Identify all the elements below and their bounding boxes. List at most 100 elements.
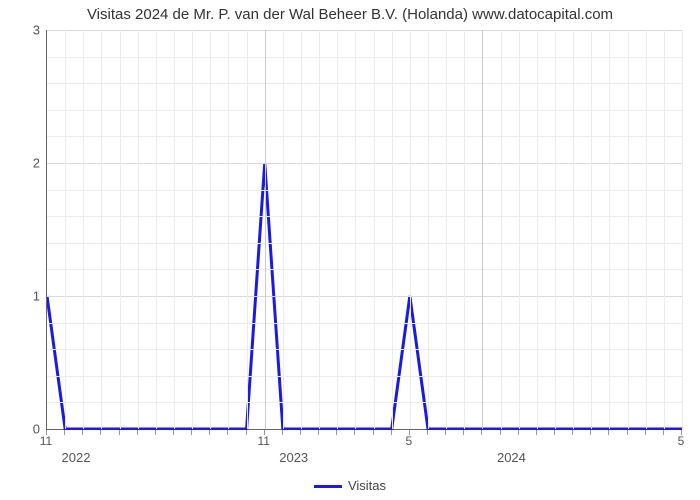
x-value-label: 5 <box>678 434 685 448</box>
x-minor-gridline <box>555 30 556 429</box>
x-tick <box>608 430 609 435</box>
x-tick <box>64 430 65 435</box>
y-gridline <box>47 163 682 164</box>
x-minor-gridline <box>120 30 121 429</box>
x-tick <box>500 430 501 435</box>
x-tick <box>82 430 83 435</box>
x-minor-gridline <box>392 30 393 429</box>
x-tick <box>173 430 174 435</box>
legend-swatch <box>314 485 342 488</box>
x-tick <box>445 430 446 435</box>
y-tick-label: 3 <box>10 23 40 38</box>
x-tick <box>663 430 664 435</box>
x-value-label: 11 <box>257 434 269 448</box>
x-minor-gridline <box>101 30 102 429</box>
y-minor-gridline <box>47 376 682 377</box>
y-minor-gridline <box>47 110 682 111</box>
x-minor-gridline <box>228 30 229 429</box>
x-minor-gridline <box>446 30 447 429</box>
x-year-label: 2024 <box>497 450 526 465</box>
x-minor-gridline <box>192 30 193 429</box>
y-minor-gridline <box>47 243 682 244</box>
y-minor-gridline <box>47 349 682 350</box>
chart-title: Visitas 2024 de Mr. P. van der Wal Behee… <box>0 6 700 23</box>
x-minor-gridline <box>138 30 139 429</box>
y-minor-gridline <box>47 216 682 217</box>
x-tick <box>246 430 247 435</box>
y-minor-gridline <box>47 136 682 137</box>
y-gridline <box>47 30 682 31</box>
x-minor-gridline <box>646 30 647 429</box>
x-tick <box>282 430 283 435</box>
x-tick <box>318 430 319 435</box>
x-minor-gridline <box>337 30 338 429</box>
series-svg <box>47 30 683 430</box>
y-tick-label: 0 <box>10 422 40 437</box>
x-tick <box>518 430 519 435</box>
x-minor-gridline <box>174 30 175 429</box>
y-minor-gridline <box>47 83 682 84</box>
x-value-label: 11 <box>40 434 52 448</box>
x-tick <box>336 430 337 435</box>
y-tick-label: 1 <box>10 289 40 304</box>
x-minor-gridline <box>301 30 302 429</box>
x-minor-gridline <box>609 30 610 429</box>
x-tick <box>373 430 374 435</box>
x-tick <box>100 430 101 435</box>
x-minor-gridline <box>355 30 356 429</box>
x-minor-gridline <box>319 30 320 429</box>
x-minor-gridline <box>464 30 465 429</box>
x-tick <box>463 430 464 435</box>
x-major-gridline <box>482 30 483 429</box>
x-minor-gridline <box>501 30 502 429</box>
x-minor-gridline <box>210 30 211 429</box>
x-minor-gridline <box>156 30 157 429</box>
x-tick <box>300 430 301 435</box>
x-tick <box>536 430 537 435</box>
x-tick <box>627 430 628 435</box>
x-tick <box>391 430 392 435</box>
x-tick <box>155 430 156 435</box>
y-tick-label: 2 <box>10 156 40 171</box>
y-minor-gridline <box>47 269 682 270</box>
x-major-gridline <box>265 30 266 429</box>
x-tick <box>209 430 210 435</box>
x-tick <box>572 430 573 435</box>
x-minor-ticks <box>46 430 682 436</box>
x-minor-gridline <box>591 30 592 429</box>
x-tick <box>191 430 192 435</box>
x-minor-gridline <box>65 30 66 429</box>
x-minor-gridline <box>374 30 375 429</box>
legend-label: Visitas <box>348 478 386 493</box>
x-minor-gridline <box>628 30 629 429</box>
x-minor-gridline <box>519 30 520 429</box>
x-minor-gridline <box>664 30 665 429</box>
x-minor-gridline <box>428 30 429 429</box>
x-tick <box>354 430 355 435</box>
legend: Visitas <box>0 478 700 493</box>
y-minor-gridline <box>47 190 682 191</box>
x-year-label: 2022 <box>62 450 91 465</box>
x-minor-gridline <box>83 30 84 429</box>
x-minor-gridline <box>537 30 538 429</box>
x-tick <box>427 430 428 435</box>
x-tick <box>119 430 120 435</box>
x-tick <box>227 430 228 435</box>
chart-container: Visitas 2024 de Mr. P. van der Wal Behee… <box>0 0 700 500</box>
x-tick <box>645 430 646 435</box>
x-tick <box>481 430 482 435</box>
x-tick <box>590 430 591 435</box>
x-minor-gridline <box>283 30 284 429</box>
x-minor-gridline <box>573 30 574 429</box>
x-tick <box>137 430 138 435</box>
x-value-label: 5 <box>406 434 413 448</box>
x-minor-gridline <box>682 30 683 429</box>
plot-area <box>46 30 682 430</box>
x-minor-gridline <box>247 30 248 429</box>
x-tick <box>554 430 555 435</box>
x-year-label: 2023 <box>279 450 308 465</box>
y-minor-gridline <box>47 323 682 324</box>
y-minor-gridline <box>47 57 682 58</box>
y-gridline <box>47 296 682 297</box>
y-minor-gridline <box>47 402 682 403</box>
